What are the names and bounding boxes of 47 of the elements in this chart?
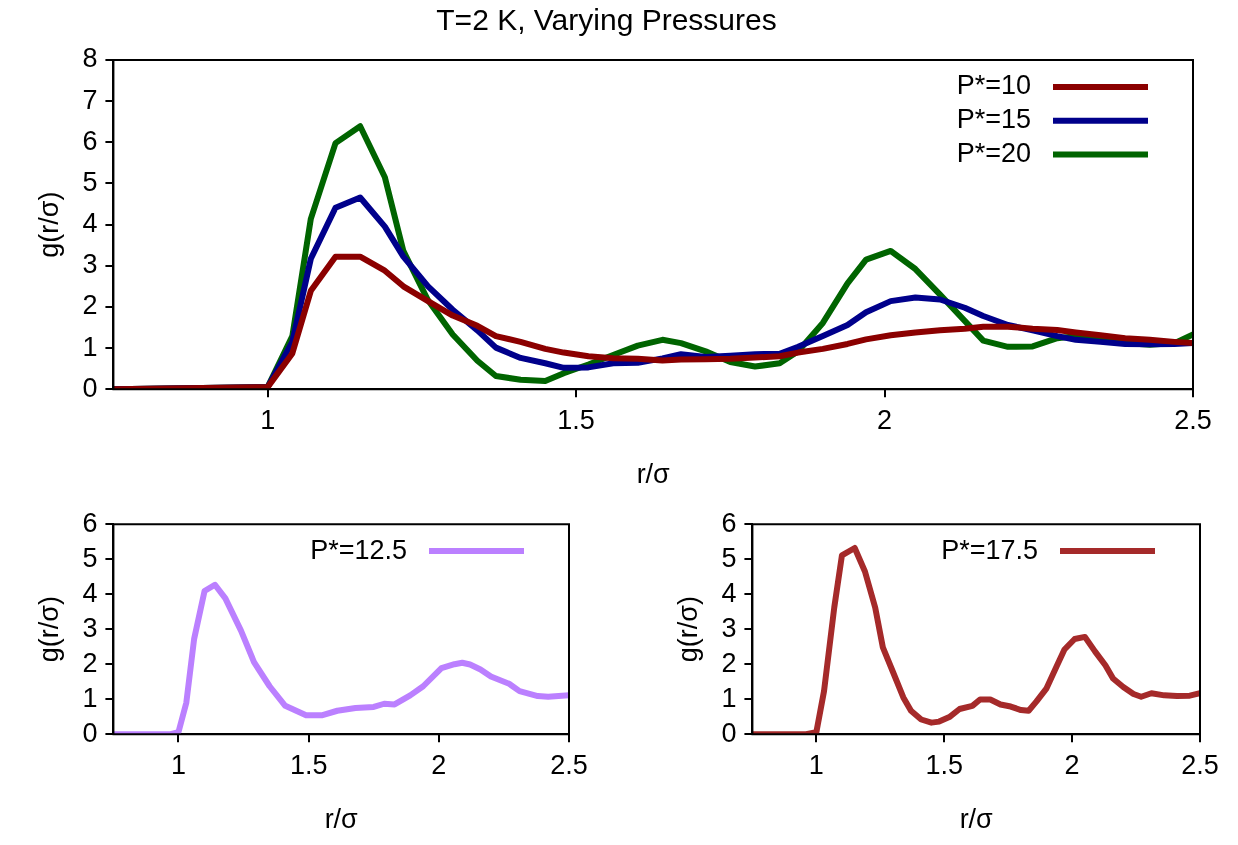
y-tick-label: 7: [82, 84, 98, 115]
x-axis-title: r/σ: [959, 804, 994, 835]
y-tick-label: 6: [82, 125, 98, 156]
x-tick-label: 2.5: [1181, 749, 1219, 780]
legend-label: P*=17.5: [941, 534, 1038, 565]
y-tick-label: 8: [82, 43, 98, 74]
legend-label: P*=20: [956, 137, 1031, 168]
y-axis-title: g(r/σ): [33, 596, 64, 663]
y-tick-label: 4: [82, 208, 98, 239]
chart-title: T=2 K, Varying Pressures: [436, 3, 777, 37]
x-tick-label: 2: [431, 749, 447, 780]
x-axis-title: r/σ: [636, 459, 671, 490]
x-tick-label: 2.5: [550, 749, 588, 780]
legend-label: P*=10: [956, 70, 1031, 101]
x-tick-label: 1.5: [289, 749, 328, 780]
x-axis-title: r/σ: [324, 804, 359, 835]
y-tick-label: 0: [721, 717, 737, 748]
x-tick-label: 1: [808, 749, 824, 780]
y-tick-label: 2: [82, 647, 98, 678]
y-tick-label: 5: [82, 542, 98, 573]
x-tick-label: 2: [877, 404, 893, 435]
x-tick-label: 2: [1064, 749, 1080, 780]
y-tick-label: 6: [82, 507, 98, 538]
y-tick-label: 1: [82, 682, 98, 713]
y-tick-label: 2: [82, 290, 98, 321]
y-tick-label: 3: [82, 612, 98, 643]
x-tick-label: 2.5: [1174, 404, 1212, 435]
y-tick-label: 1: [721, 682, 737, 713]
x-tick-label: 1.5: [557, 404, 595, 435]
x-tick-label: 1: [170, 749, 187, 780]
y-tick-label: 4: [721, 577, 737, 608]
x-tick-label: 1: [260, 404, 276, 435]
y-tick-label: 3: [721, 612, 737, 643]
x-tick-label: 1.5: [925, 749, 964, 780]
y-tick-label: 5: [721, 542, 737, 573]
legend-label: P*=15: [956, 104, 1031, 135]
y-axis-title: g(r/σ): [672, 596, 703, 663]
y-tick-label: 6: [721, 507, 737, 538]
y-tick-label: 4: [82, 577, 98, 608]
y-tick-label: 0: [82, 717, 98, 748]
y-tick-label: 3: [82, 249, 98, 280]
y-axis-title: g(r/σ): [33, 191, 64, 258]
y-tick-label: 5: [82, 166, 98, 197]
y-tick-label: 2: [721, 647, 737, 678]
y-tick-label: 1: [82, 331, 98, 362]
legend-label: P*=12.5: [310, 534, 407, 565]
y-tick-label: 0: [82, 372, 98, 403]
